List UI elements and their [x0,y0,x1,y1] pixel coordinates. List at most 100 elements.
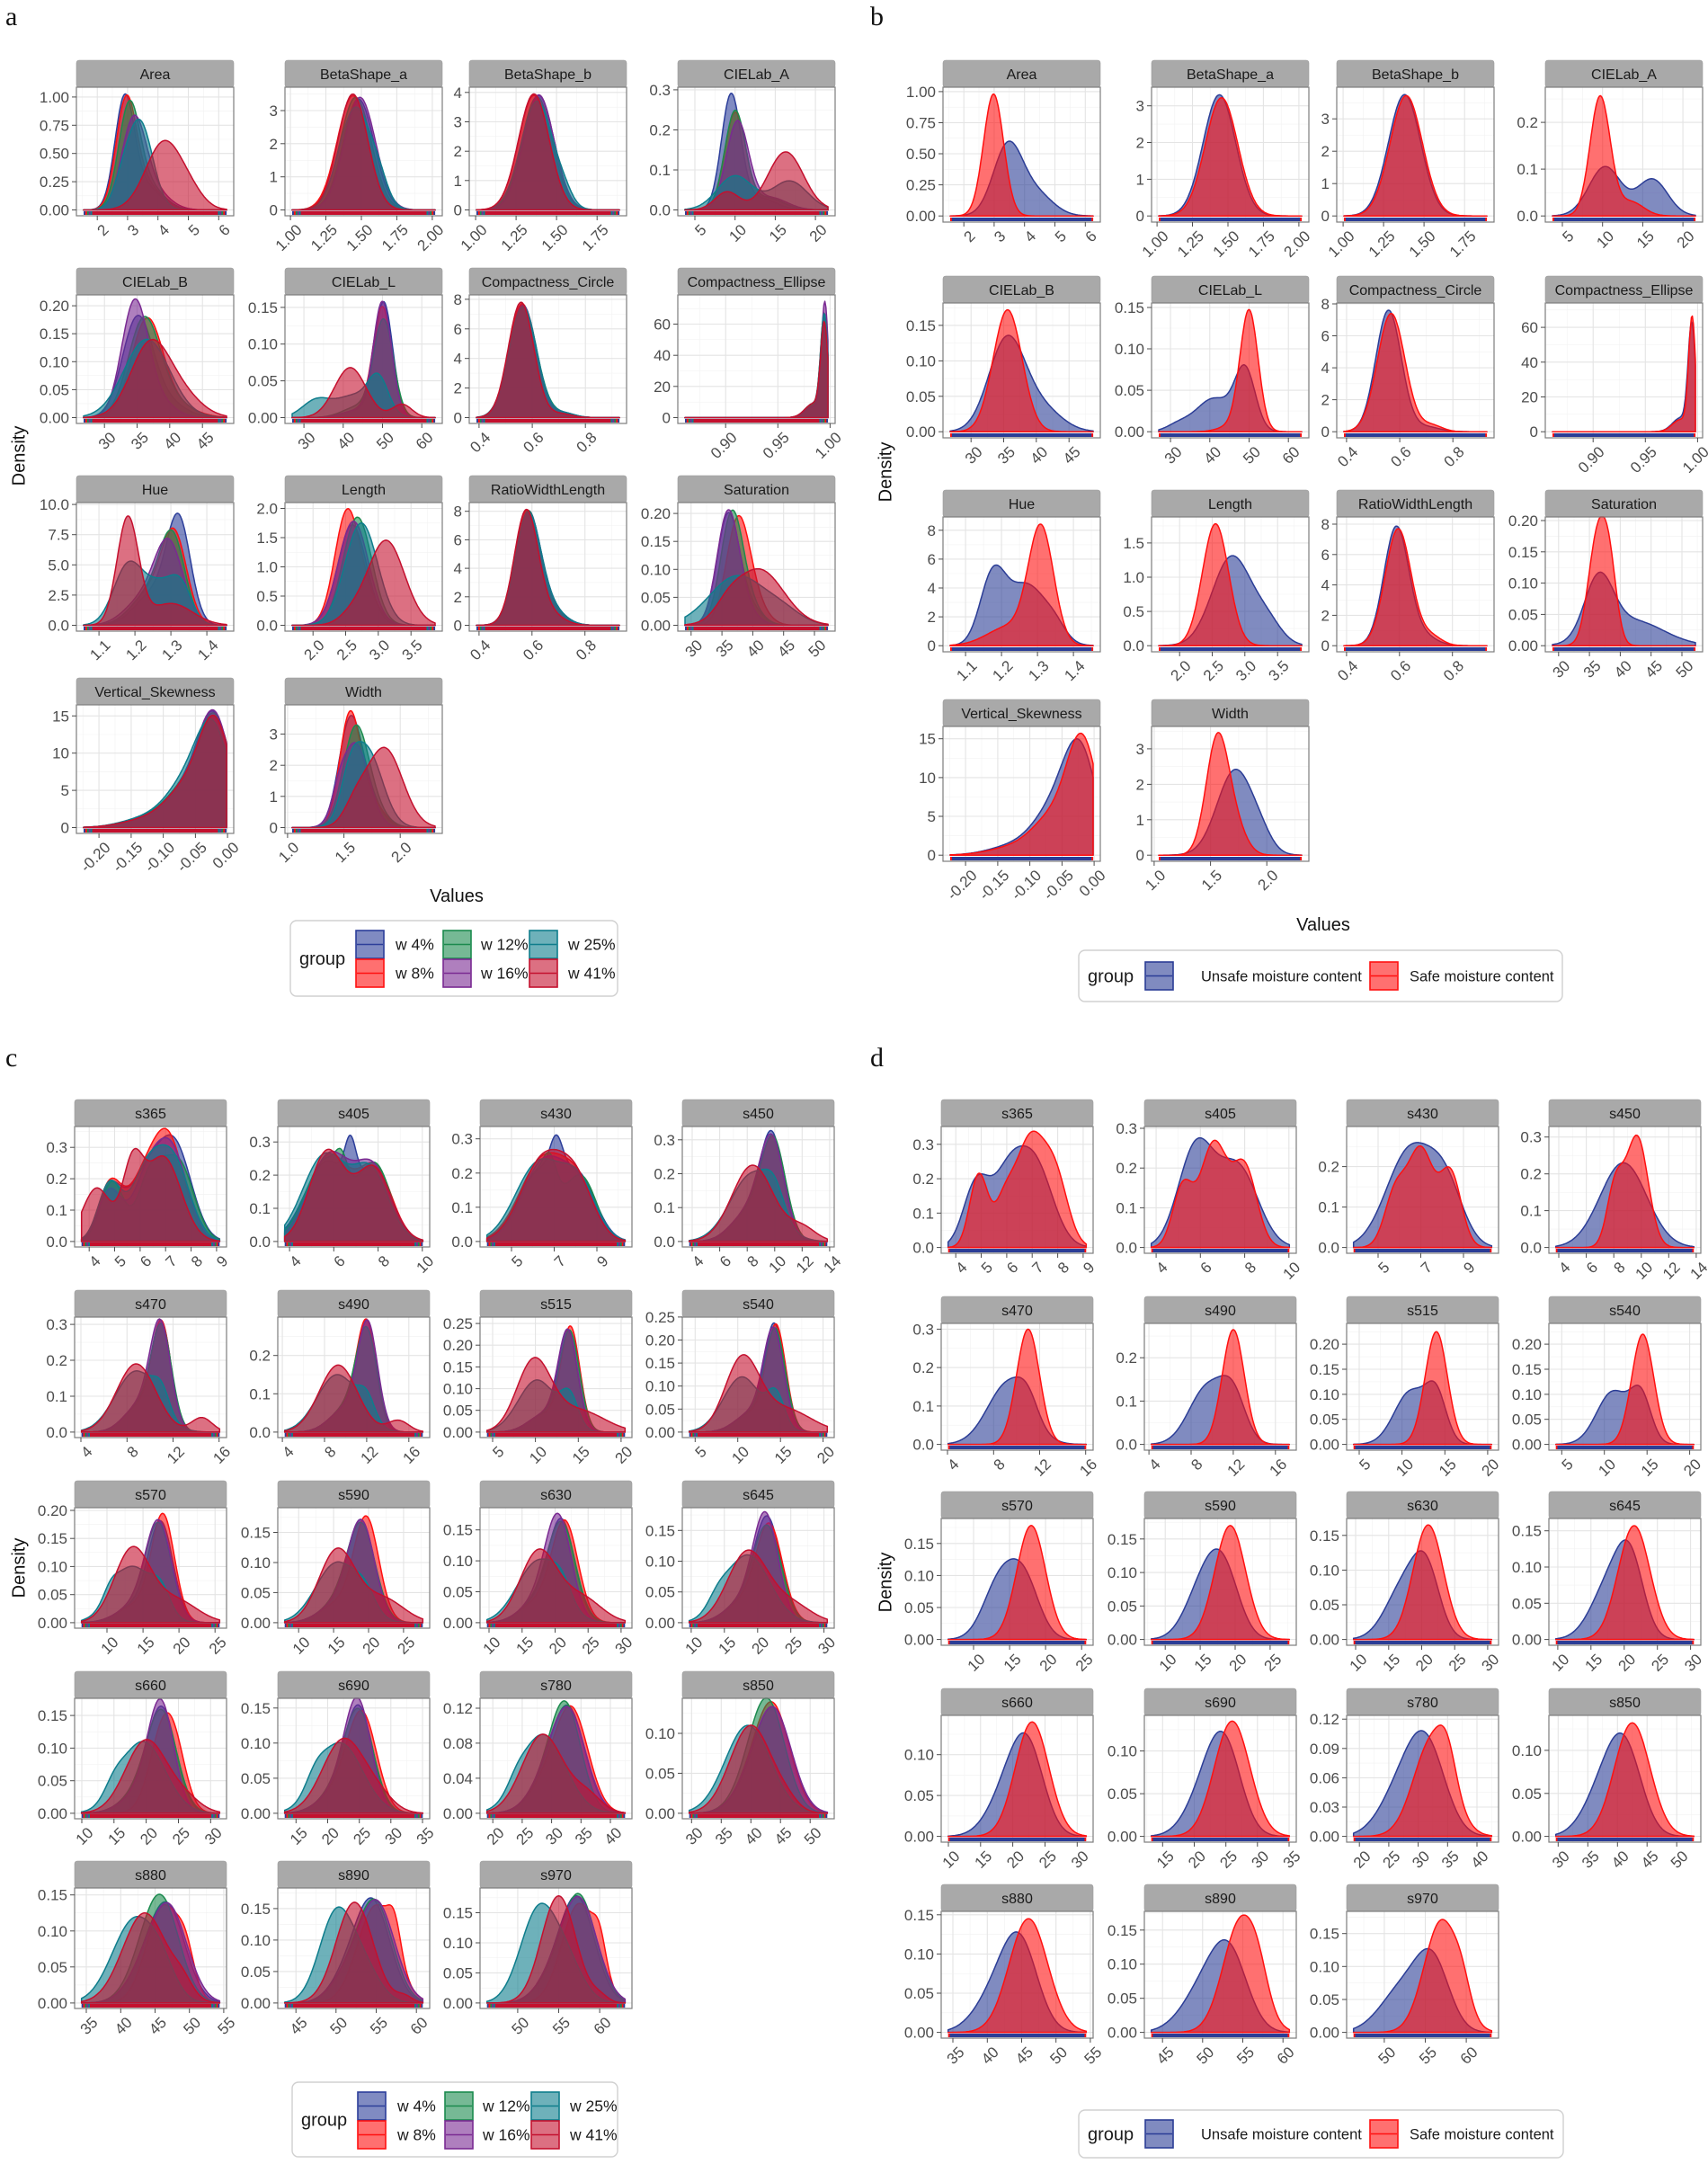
density-w-41-pct [283,1901,424,2004]
facet-title: s450 [743,1107,774,1122]
rug-w-41-pct [300,211,427,215]
x-tick-label: 25 [1380,1848,1404,1872]
y-tick-label: 0 [270,202,278,219]
y-tick-label: 0.05 [1108,1598,1137,1615]
plot-border [677,86,836,217]
density-safe-moisture-content [1352,1524,1493,1641]
y-tick-label: 0.25 [40,174,69,191]
rug-unsafe-moisture-content [1553,218,1695,221]
y-tick-label: 0.15 [906,317,936,334]
y-tick-label: 15 [52,708,69,725]
y-tick-label: 0.00 [241,1615,271,1632]
facet-title: s645 [1609,1499,1641,1514]
x-tick-label: 15 [104,1824,129,1848]
y-tick-label: 0.00 [241,1805,271,1822]
y-tick-label: 0.05 [906,388,936,405]
y-tick-label: 0 [61,820,69,837]
y-tick-label: 15 [919,731,936,748]
x-tick-label: 2 [961,227,979,245]
density-w-41-pct [83,515,227,627]
y-tick-label: 0.05 [645,1401,675,1418]
y-tick-label: 0.10 [38,1740,67,1757]
x-tick-label: 30 [814,1634,839,1658]
x-tick-label: 4 [1021,227,1039,245]
y-tick-label: 0 [928,637,936,655]
x-tick-label: 15 [771,1443,796,1467]
facet-title: BetaShape_a [320,67,407,83]
y-tick-label: 0.00 [443,1615,473,1632]
legend-label: Safe moisture content [1410,2127,1554,2143]
facet-title: s515 [540,1297,572,1313]
facet-s590: s590 0.00 0.05 0.10 0.15 10 15 20 25 [1108,1491,1297,1675]
y-tick-label: 0.10 [641,561,671,578]
y-tick-label: 2 [454,589,462,606]
facet-title: Vertical_Skewness [94,685,215,700]
x-tick-label: 1.50 [538,221,572,254]
y-tick-label: 0.10 [904,1747,934,1764]
rug-unsafe-moisture-content [1557,1446,1693,1449]
x-tick-label: 4 [286,1252,304,1270]
y-tick-label: 0.10 [38,1558,67,1575]
x-tick-label: -0.05 [1040,867,1077,904]
plot-border [277,1316,431,1438]
legend-title: group [301,2111,347,2131]
x-tick-label: 8 [375,1252,393,1270]
y-tick-label: 0.05 [904,1599,934,1616]
y-tick-label: 0 [1136,208,1144,225]
rug-w-41-pct [89,1242,212,1246]
x-tick-label: 30 [381,1824,405,1848]
x-tick-label: 25 [1446,1651,1470,1675]
y-tick-label: 0.2 [654,1166,675,1183]
plot-border [76,86,235,217]
density-w-41-pct [485,1148,627,1242]
x-tick-label: 20 [806,221,831,245]
x-tick-label: 35 [1438,1848,1463,1872]
y-tick-label: 8 [454,291,462,308]
density-layer [1150,1525,1291,1641]
legend: group w 4% w 8% w 12% w 16% w 25% w 41% [291,2081,618,2158]
x-tick-label: 35 [713,637,737,661]
legend-item-w-4-pct: w 4% [357,2091,436,2121]
x-tick-label: 55 [549,2014,574,2038]
y-tick-label: 0.10 [241,1554,271,1572]
facet-title: s430 [540,1107,572,1122]
density-layer [1150,1720,1291,1838]
x-tick-label: 55 [1233,2044,1258,2068]
plot-border [1143,1910,1297,2039]
y-tick-label: 0.05 [443,1584,473,1601]
x-tick-label: 0.95 [1627,443,1660,476]
density-w-41-pct [80,1363,221,1433]
x-tick-label: 10 [728,1443,752,1467]
facet-title: s490 [1205,1304,1236,1319]
x-tick-label: 4 [279,1443,297,1461]
density-layer [1343,525,1488,646]
x-tick-label: -0.10 [141,839,178,876]
rug-w-41-pct [300,627,427,630]
x-tick-label: 35 [77,2014,102,2038]
y-tick-label: 0.10 [443,1553,473,1570]
x-tick-label: 20 [137,1824,161,1848]
y-tick-label: 0.1 [1116,1393,1137,1410]
density-w-41-pct [291,746,436,829]
x-tick-label: 1.00 [1325,227,1358,261]
legend: group w 4% w 8% w 12% w 16% w 25% w 41% [289,920,618,997]
facet-area: Area 0.00 0.25 0.50 0.75 1.00 2 3 4 5 6 [906,59,1101,245]
plot-border [1151,726,1310,862]
y-tick-label: 3 [454,114,462,131]
x-tick-label: 7 [551,1252,569,1270]
y-tick-label: 0.15 [1310,1926,1339,1943]
x-tick-label: 12 [1030,1456,1054,1480]
x-tick-label: 25 [395,1634,419,1658]
legend: group Unsafe moisture content Safe moistur… [1078,2109,1564,2159]
y-tick-label: 0.15 [443,1358,473,1376]
legend-label: Safe moisture content [1410,969,1554,985]
density-layer [283,1697,424,1814]
x-tick-label: 60 [591,2014,615,2038]
y-tick-label: 4 [454,560,462,577]
x-tick-label: 4 [689,1252,707,1270]
density-layer [83,93,227,211]
x-tick-label: 5 [1374,1259,1392,1277]
rug-w-41-pct [89,1814,212,1818]
x-tick-label: 16 [1266,1456,1290,1480]
y-tick-label: 0.0 [654,1233,675,1251]
